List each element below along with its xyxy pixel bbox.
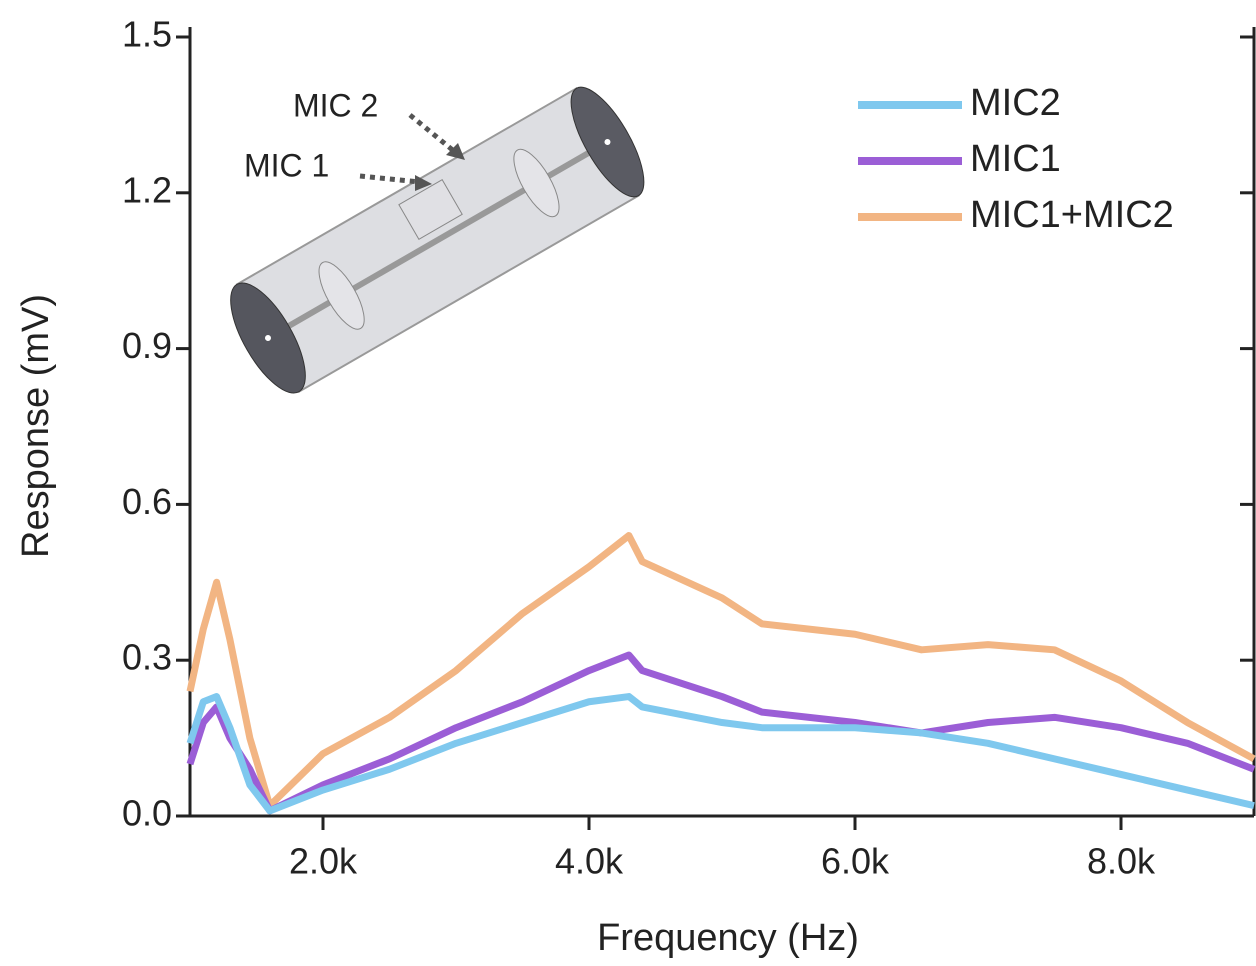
y-tick-label: 1.5 — [122, 14, 172, 55]
x-tick-label: 6.0k — [821, 841, 890, 882]
y-axis-title: Response (mV) — [15, 294, 57, 558]
line-series — [186, 532, 1256, 810]
line-series — [186, 651, 1256, 815]
x-tick-label: 2.0k — [289, 841, 358, 882]
x-tick-label: 8.0k — [1087, 841, 1156, 882]
y-tick-label: 1.2 — [122, 169, 172, 210]
y-tick-label: 0.9 — [122, 325, 172, 366]
legend-label: MIC1+MIC2 — [970, 194, 1174, 236]
y-tick-label: 0.0 — [122, 793, 172, 834]
annotation: MIC 1 — [244, 147, 329, 183]
x-axis-title: Frequency (Hz) — [597, 917, 859, 959]
line-series — [186, 693, 1255, 815]
inset-device-drawing — [230, 86, 645, 394]
y-tick-label: 0.6 — [122, 481, 172, 522]
y-tick-label: 0.3 — [122, 637, 172, 678]
annotation: MIC 2 — [293, 87, 378, 123]
x-tick-label: 4.0k — [555, 841, 624, 882]
legend-label: MIC1 — [970, 138, 1061, 180]
legend-label: MIC2 — [970, 82, 1061, 124]
